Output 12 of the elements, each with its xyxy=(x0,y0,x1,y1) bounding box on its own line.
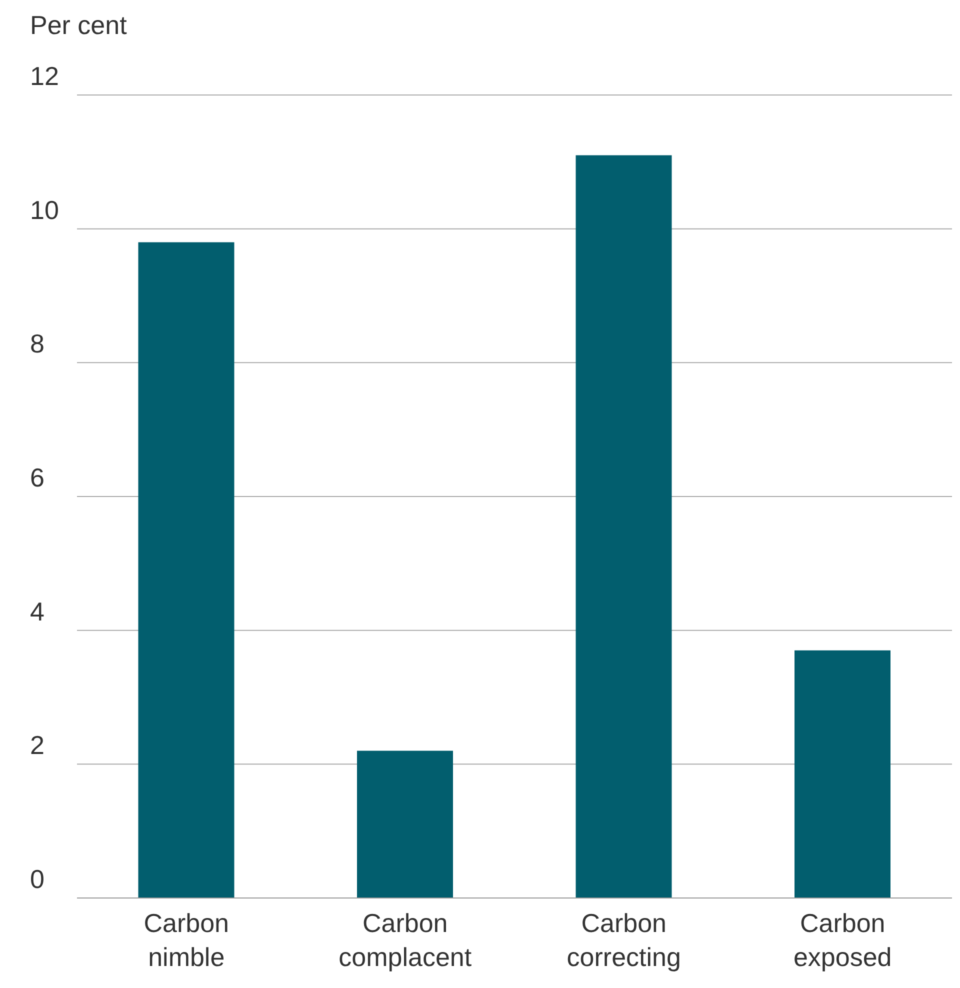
y-tick-label: 2 xyxy=(30,730,44,760)
y-tick-label: 0 xyxy=(30,864,44,894)
x-tick-label: Carbon correcting xyxy=(566,908,681,972)
y-axis-title: Per cent xyxy=(30,10,127,41)
y-tick-label: 12 xyxy=(30,61,59,91)
x-tick-label: Carbon nimble xyxy=(144,908,230,972)
y-tick-label: 4 xyxy=(30,596,44,626)
y-tick-label: 8 xyxy=(30,328,44,359)
y-tick-label: 10 xyxy=(30,194,59,225)
x-tick-label: Carbon exposed xyxy=(793,908,892,972)
y-tick-label: 6 xyxy=(30,462,44,492)
x-tick-label: Carbon complacent xyxy=(338,908,472,972)
